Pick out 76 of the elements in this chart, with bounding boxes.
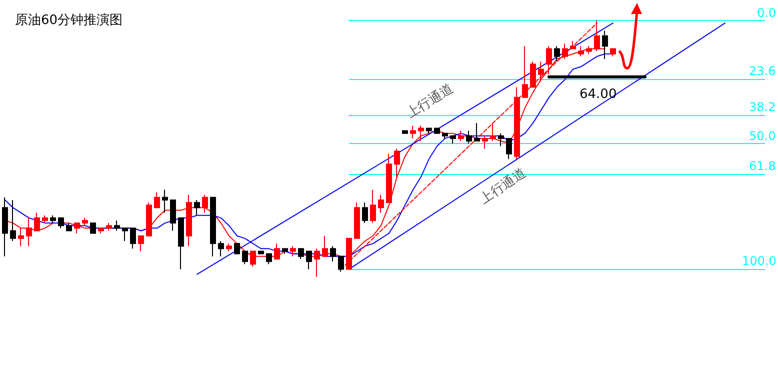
chart-title: 原油60分钟推演图 bbox=[15, 13, 123, 28]
annotation: 100.0 bbox=[742, 254, 776, 268]
candlestick bbox=[146, 202, 152, 236]
candlestick bbox=[378, 194, 384, 214]
candlestick bbox=[298, 248, 304, 260]
candlestick bbox=[466, 130, 472, 144]
candlestick bbox=[18, 228, 24, 247]
candlestick bbox=[386, 153, 392, 204]
candlestick bbox=[410, 125, 416, 139]
candlestick bbox=[210, 196, 216, 257]
candlestick bbox=[602, 30, 608, 60]
annotation: 64.00 bbox=[580, 86, 617, 102]
candlestick bbox=[434, 128, 440, 134]
candlestick bbox=[282, 248, 288, 254]
candlestick bbox=[610, 48, 616, 57]
annotation: 50.0 bbox=[749, 128, 776, 143]
candlestick bbox=[506, 138, 512, 160]
candlestick bbox=[530, 61, 536, 88]
annotation: 61.8 bbox=[749, 159, 776, 174]
candlestick bbox=[114, 220, 120, 232]
candlestick bbox=[178, 217, 184, 270]
candlestick bbox=[58, 217, 64, 229]
candlestick bbox=[218, 240, 224, 257]
candlestick bbox=[10, 199, 16, 242]
candlestick bbox=[122, 228, 128, 242]
candlestick bbox=[162, 189, 168, 214]
candlestick bbox=[42, 214, 48, 224]
candlestick bbox=[234, 243, 240, 254]
candlestick bbox=[98, 228, 104, 234]
candlestick bbox=[330, 246, 336, 262]
candlestick bbox=[266, 253, 272, 265]
annotation: 0.0 bbox=[757, 6, 776, 20]
candlestick bbox=[186, 194, 192, 247]
candlestick bbox=[90, 222, 96, 234]
candlestick bbox=[194, 199, 200, 216]
candlestick bbox=[154, 192, 160, 208]
candlestick bbox=[106, 222, 112, 232]
annotation: 上行通道 bbox=[403, 80, 457, 122]
candlestick bbox=[2, 196, 8, 257]
candlestick bbox=[242, 250, 248, 265]
candlestick bbox=[50, 214, 56, 224]
candlestick bbox=[74, 222, 80, 234]
candlestick bbox=[226, 243, 232, 252]
candlestick bbox=[482, 135, 488, 150]
candlestick bbox=[442, 132, 448, 139]
candlestick bbox=[450, 135, 456, 144]
candlestick bbox=[362, 202, 368, 224]
candlestick bbox=[514, 86, 520, 160]
candlestick bbox=[554, 46, 560, 62]
candlestick bbox=[66, 222, 72, 232]
annotation: 38.2 bbox=[749, 100, 776, 114]
candlestick bbox=[258, 250, 264, 254]
candlestick bbox=[34, 212, 40, 232]
candlestick bbox=[538, 61, 544, 83]
candlestick bbox=[394, 148, 400, 178]
candlestick bbox=[402, 130, 408, 134]
candlestick bbox=[338, 256, 344, 272]
annotation: 23.6 bbox=[749, 64, 776, 78]
candlestick bbox=[570, 40, 576, 50]
candlestick bbox=[474, 122, 480, 142]
candlestick bbox=[130, 228, 136, 250]
candlestick bbox=[354, 202, 360, 239]
candlestick bbox=[458, 130, 464, 142]
candlestick bbox=[370, 189, 376, 224]
candlestick bbox=[306, 250, 312, 270]
candlestick bbox=[418, 125, 424, 142]
candlestick bbox=[290, 246, 296, 257]
candlestick bbox=[82, 217, 88, 226]
candlestick bbox=[202, 194, 208, 214]
annotation: 上行通道 bbox=[476, 164, 530, 208]
candlestick bbox=[26, 217, 32, 247]
candlestick bbox=[498, 132, 504, 147]
candlestick bbox=[170, 199, 176, 232]
candlestick bbox=[426, 128, 432, 134]
candlestick bbox=[490, 122, 496, 142]
candlestick bbox=[138, 235, 144, 252]
